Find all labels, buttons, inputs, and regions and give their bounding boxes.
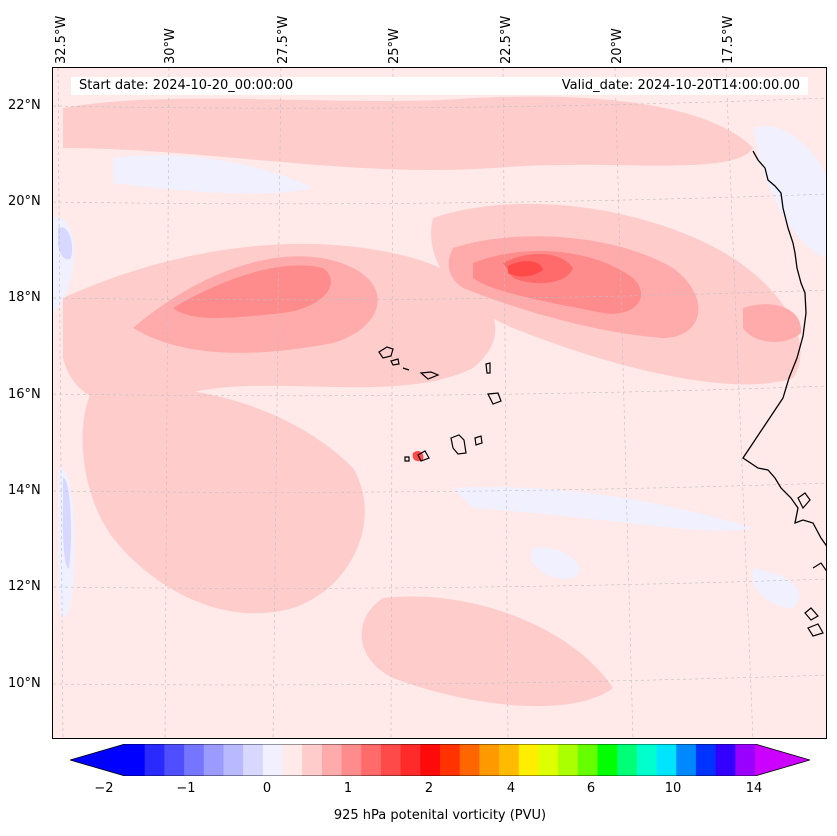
colorbar-segment — [617, 744, 638, 776]
latitude-label-10n: 10°N — [8, 676, 41, 691]
colorbar-segment — [695, 744, 717, 776]
longitude-label-32-5w: 32.5°W — [54, 15, 69, 64]
pv-negative-region — [58, 227, 73, 260]
colorbar-tick-label: 4 — [506, 781, 516, 796]
colorbar-segment — [302, 744, 323, 776]
vorticity-map — [53, 68, 826, 738]
colorbar-segment — [518, 744, 539, 776]
latitude-label-22n: 22°N — [8, 98, 41, 113]
pv-negative-region — [453, 487, 753, 531]
colorbar-segment — [420, 744, 441, 776]
map-panel — [52, 67, 827, 739]
colorbar-tick-label: −1 — [176, 781, 196, 796]
colorbar-segment — [203, 744, 224, 776]
pv-positive-region — [82, 386, 365, 614]
latitude-label-18n: 18°N — [8, 290, 41, 305]
colorbar-segment — [262, 744, 283, 776]
colorbar-segment — [184, 744, 205, 776]
longitude-label-20w: 20°W — [610, 28, 625, 64]
colorbar-segment — [321, 744, 343, 776]
colorbar-title: 925 hPa potenital vorticity (PVU) — [333, 808, 547, 823]
colorbar-segment — [223, 744, 244, 776]
latitude-label-20n: 20°N — [8, 194, 41, 209]
colorbar-segment — [282, 744, 303, 776]
longitude-label-22-5w: 22.5°W — [499, 15, 514, 64]
pv-negative-region — [530, 547, 580, 579]
latitude-label-12n: 12°N — [8, 579, 41, 594]
pv-positive-region — [743, 304, 802, 343]
start-date-label: Start date: 2024-10-20_00:00:00 — [79, 78, 294, 93]
colorbar-tick-label: 0 — [262, 781, 272, 796]
colorbar-tick-label: 1 — [343, 781, 353, 796]
africa-coastline — [742, 150, 826, 547]
colorbar-segment — [538, 744, 559, 776]
colorbar-segment — [479, 744, 500, 776]
colorbar-segment — [636, 744, 658, 776]
colorbar-tick-label: 14 — [745, 781, 763, 796]
pv-core — [173, 265, 331, 318]
longitude-label-27-5w: 27.5°W — [276, 15, 291, 64]
colorbar-segment — [380, 744, 402, 776]
colorbar-tick-label: −2 — [94, 781, 114, 796]
pv-negative-region — [753, 126, 826, 258]
colorbar-segment — [144, 744, 165, 776]
colorbar-segment — [735, 744, 756, 776]
colorbar-segment — [558, 744, 579, 776]
pv-core — [508, 261, 543, 277]
colorbar-segment — [459, 744, 480, 776]
latitude-label-14n: 14°N — [8, 483, 41, 498]
valid-date-label: Valid_date: 2024-10-20T14:00:00.00 — [561, 78, 800, 93]
colorbar-segment — [400, 744, 421, 776]
pv-negative-region — [113, 155, 313, 194]
colorbar-segment — [577, 744, 598, 776]
colorbar-over-arrow — [755, 744, 810, 776]
colorbar-segment — [125, 744, 146, 776]
longitude-label-17-5w: 17.5°W — [721, 15, 736, 64]
colorbar-segment — [164, 744, 185, 776]
pv-negative-region — [62, 478, 71, 569]
colorbar-tick-label: 2 — [424, 781, 434, 796]
pv-positive-region — [361, 596, 613, 707]
longitude-label-30w: 30°W — [163, 28, 178, 64]
colorbar-segment — [361, 744, 382, 776]
colorbar-segment — [440, 744, 461, 776]
colorbar-segment — [341, 744, 362, 776]
colorbar-segment — [715, 744, 736, 776]
pv-positive-region — [63, 96, 753, 171]
longitude-label-25w: 25°W — [387, 28, 402, 64]
map-gridlines — [53, 68, 826, 738]
africa-coastline — [797, 492, 826, 637]
colorbar-segment — [676, 744, 697, 776]
colorbar-tick-label: 6 — [586, 781, 596, 796]
island-outlines — [378, 346, 502, 462]
colorbar-segment — [243, 744, 264, 776]
pv-negative-region — [752, 568, 800, 608]
colorbar-segment — [499, 744, 520, 776]
latitude-label-16n: 16°N — [8, 387, 41, 402]
date-info-bar: Start date: 2024-10-20_00:00:00 Valid_da… — [71, 77, 808, 95]
colorbar-segment — [597, 744, 618, 776]
colorbar — [70, 744, 810, 776]
colorbar-tick-label: 10 — [664, 781, 682, 796]
colorbar-segment — [656, 744, 677, 776]
colorbar-under-arrow — [70, 744, 125, 776]
